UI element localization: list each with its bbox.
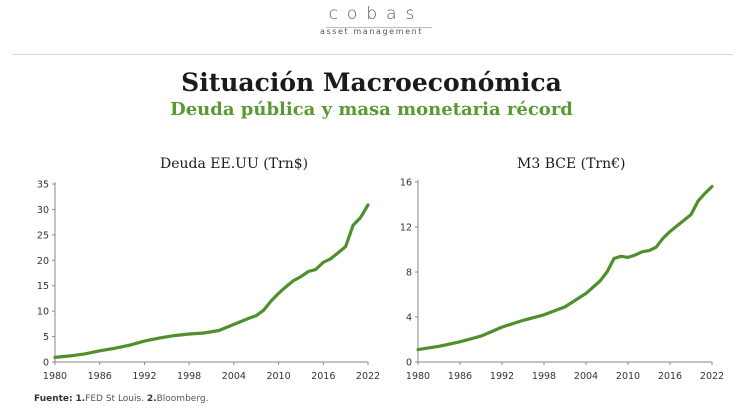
y-tick-label-us-debt: 0 — [43, 358, 49, 369]
y-tick-label-us-debt: 20 — [37, 256, 49, 267]
series-line-us-debt — [53, 203, 370, 359]
logo: cobas asset management — [0, 4, 743, 36]
x-tick-label-m3-bce: 2022 — [700, 371, 724, 382]
source-label: Fuente: — [34, 394, 73, 404]
y-tick-label-us-debt: 15 — [37, 281, 49, 292]
y-tick-label-us-debt: 35 — [37, 180, 49, 191]
x-tick-label-us-debt: 2016 — [311, 371, 335, 382]
source-1-text: FED St Louis. — [85, 394, 147, 404]
x-tick-label-us-debt: 1998 — [177, 371, 201, 382]
x-tick-label-m3-bce: 1986 — [448, 371, 472, 382]
logo-divider — [326, 27, 432, 28]
source-note: Fuente: 1.FED St Louis. 2.Bloomberg. — [34, 394, 208, 404]
x-tick-label-m3-bce: 2010 — [616, 371, 640, 382]
x-tick-label-us-debt: 1992 — [132, 371, 156, 382]
logo-wordmark: cobas — [328, 4, 424, 24]
source-1-number: 1. — [75, 394, 86, 404]
y-tick-label-m3-bce: 8 — [406, 268, 412, 279]
x-tick-label-us-debt: 1986 — [88, 371, 112, 382]
source-2-text: Bloomberg. — [156, 394, 209, 404]
y-tick-label-us-debt: 30 — [37, 205, 49, 216]
header-divider — [12, 54, 733, 55]
source-2-number: 2. — [146, 394, 157, 404]
x-tick-label-us-debt: 1980 — [43, 371, 67, 382]
chart-title-m3-bce: M3 BCE (Trn€) — [517, 156, 626, 172]
y-tick-label-us-debt: 5 — [43, 332, 49, 343]
x-tick-label-m3-bce: 1992 — [490, 371, 514, 382]
x-tick-label-us-debt: 2022 — [356, 371, 380, 382]
x-tick-label-m3-bce: 1980 — [406, 371, 430, 382]
y-tick-label-us-debt: 10 — [37, 307, 49, 318]
y-tick-label-m3-bce: 12 — [400, 223, 412, 234]
x-tick-label-m3-bce: 2016 — [658, 371, 682, 382]
x-tick-label-us-debt: 2010 — [266, 371, 290, 382]
y-tick-label-m3-bce: 4 — [406, 313, 412, 324]
x-tick-label-m3-bce: 1998 — [532, 371, 556, 382]
x-tick-label-m3-bce: 2004 — [574, 371, 598, 382]
logo-subtext: asset management — [319, 27, 424, 36]
page-title: Situación Macroeconómica — [181, 68, 562, 97]
page-subtitle: Deuda pública y masa monetaria récord — [170, 99, 573, 120]
y-tick-label-m3-bce: 16 — [400, 178, 412, 189]
chart-title-us-debt: Deuda EE.UU (Trn$) — [160, 156, 309, 172]
x-tick-label-us-debt: 2004 — [222, 371, 246, 382]
y-tick-label-us-debt: 25 — [37, 230, 49, 241]
series-line-m3-bce — [416, 184, 714, 352]
y-tick-label-m3-bce: 0 — [406, 358, 412, 369]
